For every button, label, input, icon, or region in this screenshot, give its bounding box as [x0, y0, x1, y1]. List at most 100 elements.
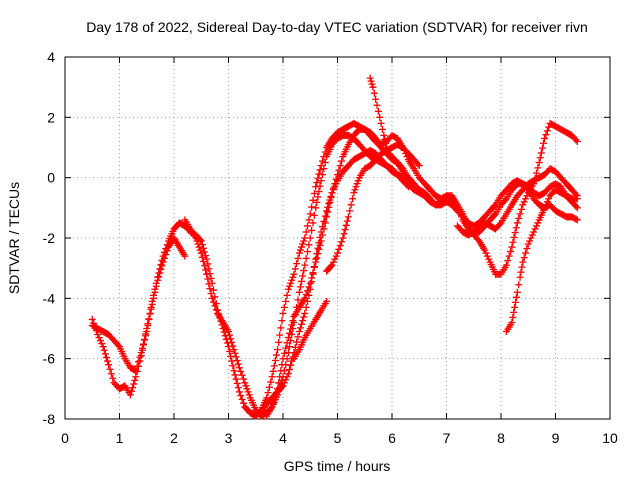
data-point — [192, 234, 200, 242]
data-point — [320, 165, 328, 173]
data-point — [296, 246, 304, 254]
data-point — [268, 403, 276, 411]
data-point — [381, 135, 389, 143]
data-point — [310, 263, 318, 271]
chart-title: Day 178 of 2022, Sidereal Day-to-day VTE… — [86, 19, 588, 35]
data-point — [507, 248, 515, 256]
series-track-10 — [453, 165, 581, 239]
series-track-9 — [502, 186, 581, 336]
data-point — [298, 320, 306, 328]
data-point — [482, 249, 490, 257]
data-point — [129, 384, 137, 392]
data-point — [280, 349, 288, 357]
data-point — [278, 383, 286, 391]
data-point — [181, 252, 189, 260]
data-point — [370, 89, 378, 97]
data-point — [95, 334, 103, 342]
data-point — [279, 355, 287, 363]
data-point — [105, 361, 113, 369]
data-point — [520, 254, 528, 262]
data-point — [383, 144, 391, 151]
data-point — [277, 367, 285, 375]
data-point — [201, 248, 209, 256]
data-point — [513, 288, 521, 296]
data-point — [154, 273, 162, 281]
data-point — [157, 261, 165, 269]
data-point — [275, 338, 283, 346]
data-point — [319, 171, 327, 179]
data-point — [308, 203, 316, 211]
data-point — [284, 334, 292, 342]
data-point — [238, 371, 246, 379]
data-point — [163, 241, 171, 249]
data-point — [203, 270, 211, 278]
data-point — [538, 144, 546, 152]
series-track-4 — [263, 125, 581, 420]
data-point — [288, 276, 296, 284]
data-point — [159, 252, 167, 260]
data-point — [532, 169, 540, 177]
data-point — [572, 215, 580, 223]
data-point — [367, 77, 375, 85]
data-point — [541, 134, 549, 142]
data-point — [142, 332, 150, 340]
data-point — [415, 162, 423, 170]
data-point — [384, 147, 392, 155]
data-point — [526, 237, 534, 245]
x-axis-ticks: 0 1 2 3 4 5 6 7 8 9 10 — [61, 57, 618, 446]
data-point — [572, 190, 580, 198]
data-point — [212, 306, 220, 314]
data-point — [377, 119, 385, 127]
data-point — [276, 331, 284, 339]
x-tick-label: 7 — [443, 430, 451, 446]
data-point — [348, 195, 356, 203]
data-point — [573, 216, 581, 224]
data-point — [315, 245, 323, 253]
data-point — [380, 131, 388, 139]
data-point — [530, 228, 538, 236]
data-point — [573, 192, 581, 200]
x-axis-label: GPS time / hours — [284, 458, 391, 474]
data-point — [202, 266, 210, 274]
data-point — [227, 335, 235, 343]
data-point — [323, 213, 331, 221]
data-point — [283, 291, 291, 299]
data-point — [294, 254, 302, 262]
data-point — [233, 356, 241, 364]
data-point — [313, 250, 321, 258]
data-point — [516, 210, 524, 218]
data-point — [350, 189, 358, 197]
data-point — [278, 361, 286, 369]
data-point — [130, 380, 138, 388]
data-point — [531, 225, 539, 233]
data-point — [239, 399, 247, 407]
data-point — [294, 333, 302, 341]
x-tick-label: 5 — [334, 430, 342, 446]
data-point — [242, 382, 250, 390]
data-point — [225, 328, 232, 336]
data-point — [293, 338, 301, 346]
data-point — [352, 183, 360, 191]
data-point — [158, 256, 166, 264]
y-tick-label: 4 — [47, 49, 55, 65]
data-point — [137, 349, 145, 357]
data-point — [229, 362, 237, 370]
data-point — [317, 177, 325, 185]
data-point — [342, 221, 350, 229]
data-point — [354, 177, 362, 185]
data-point — [126, 391, 134, 399]
data-point — [301, 261, 309, 269]
data-point — [305, 291, 313, 299]
data-point — [515, 214, 523, 222]
data-point — [334, 249, 341, 257]
data-point — [520, 198, 528, 206]
data-point — [196, 236, 204, 244]
data-point — [501, 196, 509, 204]
data-point — [295, 249, 303, 257]
data-point — [286, 282, 294, 290]
data-point — [300, 237, 308, 245]
data-point — [534, 164, 542, 172]
data-point — [540, 139, 548, 147]
data-point — [199, 258, 207, 266]
data-point — [305, 241, 313, 249]
